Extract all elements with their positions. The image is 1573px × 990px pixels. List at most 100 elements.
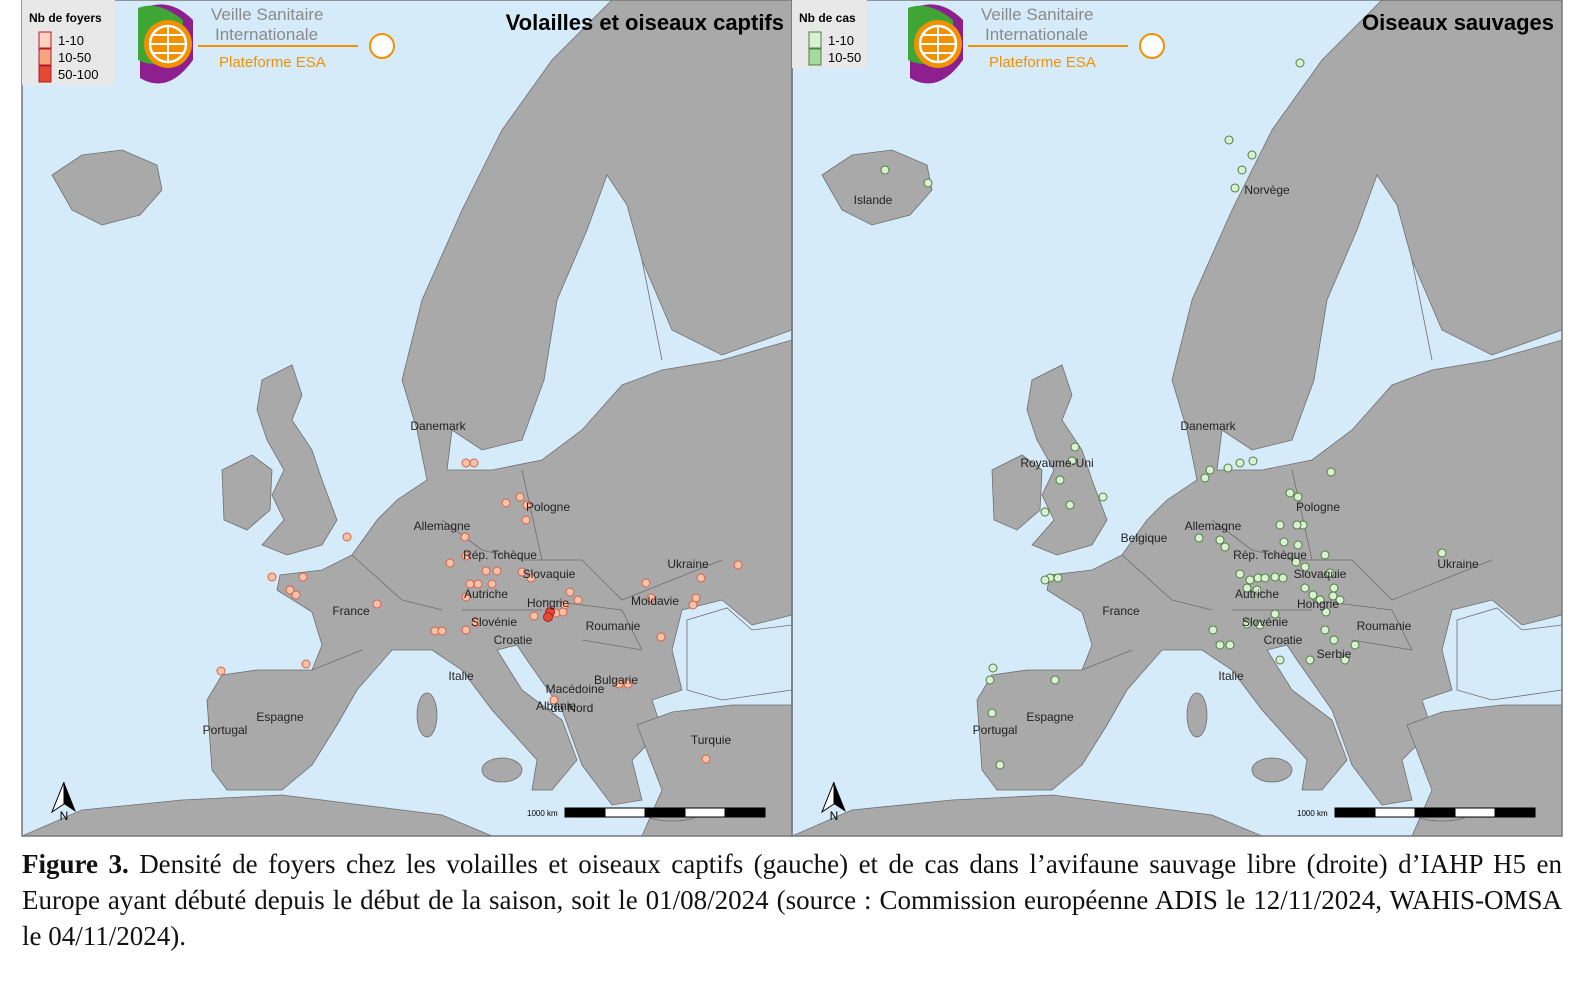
scale-segment bbox=[1494, 807, 1536, 818]
north-label: N bbox=[830, 809, 839, 823]
country-label: Danemark bbox=[410, 419, 466, 433]
legend-label: 10-50 bbox=[58, 50, 91, 65]
outbreak-dot bbox=[543, 612, 553, 622]
case-dot bbox=[1275, 520, 1285, 530]
country-label: France bbox=[1102, 604, 1140, 618]
legend-swatch bbox=[808, 31, 822, 49]
logo-text: Plateforme ESA bbox=[989, 54, 1096, 71]
caption: Figure 3. Densité de foyers chez les vol… bbox=[22, 846, 1562, 954]
panel-frame bbox=[791, 0, 1563, 837]
outbreak-dot bbox=[646, 593, 656, 603]
scale-segment bbox=[684, 807, 726, 818]
case-dot bbox=[985, 675, 995, 685]
country-label: Ukraine bbox=[667, 557, 709, 571]
maps: Volailles et oiseaux captifs Nb de foyers… bbox=[21, 0, 1563, 837]
country-label: Turquie bbox=[691, 733, 732, 747]
outbreak-dot bbox=[342, 532, 352, 542]
case-dot bbox=[1285, 488, 1295, 498]
logo-text: Veille Sanitaire bbox=[211, 5, 323, 24]
case-dot bbox=[1205, 465, 1215, 475]
country-label: Bulgarie bbox=[594, 673, 638, 687]
outbreak-dot bbox=[298, 572, 308, 582]
outbreak-dot bbox=[501, 498, 511, 508]
country-label: Italie bbox=[1218, 669, 1244, 683]
country-label: Croatie bbox=[494, 633, 533, 647]
outbreak-dot bbox=[522, 500, 532, 510]
case-dot bbox=[1235, 569, 1245, 579]
country-label: Allemagne bbox=[414, 519, 471, 533]
case-dot bbox=[1279, 537, 1289, 547]
legend-swatch bbox=[38, 31, 52, 49]
outbreak-dot bbox=[216, 666, 226, 676]
outbreak-dot bbox=[492, 566, 502, 576]
north-arrow bbox=[64, 782, 76, 812]
case-dot bbox=[1248, 456, 1258, 466]
outbreak-dot bbox=[469, 458, 479, 468]
outbreak-dot bbox=[614, 679, 624, 689]
country-label: Hongrie bbox=[527, 596, 569, 610]
outbreak-dot bbox=[461, 592, 471, 602]
outbreak-dot bbox=[372, 599, 382, 609]
country-label: Royaume-Uni bbox=[1020, 456, 1093, 470]
country-label: Belgique bbox=[1121, 531, 1168, 545]
outbreak-dot bbox=[623, 679, 633, 689]
outbreak-dot bbox=[641, 578, 651, 588]
logo-text: Veille Sanitaire bbox=[981, 5, 1093, 24]
legend-label: 1-10 bbox=[58, 33, 84, 48]
country-label: Macédoine bbox=[546, 682, 605, 696]
country-label: Autriche bbox=[464, 587, 508, 601]
country-label: Serbie bbox=[1317, 647, 1352, 661]
scale-segment bbox=[564, 807, 606, 818]
case-dot bbox=[995, 760, 1005, 770]
case-dot bbox=[1300, 562, 1310, 572]
country-label: Portugal bbox=[203, 723, 248, 737]
legend-box bbox=[22, 0, 115, 85]
scale-label: 1000 km bbox=[1297, 809, 1328, 818]
legend-swatch bbox=[808, 48, 822, 66]
panel-title: Volailles et oiseaux captifs bbox=[506, 10, 784, 35]
case-dot bbox=[1242, 583, 1252, 593]
case-dot bbox=[1320, 550, 1330, 560]
case-dot bbox=[1055, 475, 1065, 485]
case-dot bbox=[1308, 590, 1318, 600]
outbreak-dot bbox=[701, 754, 711, 764]
case-dot bbox=[1315, 595, 1325, 605]
case-dot bbox=[1305, 655, 1315, 665]
country-label: Pologne bbox=[1296, 500, 1340, 514]
legend-swatch bbox=[38, 65, 52, 83]
scale-label: 1000 km bbox=[527, 809, 558, 818]
scale-segment bbox=[724, 807, 766, 818]
country-label: Autriche bbox=[1235, 587, 1279, 601]
logo-globe-lines bbox=[920, 26, 956, 62]
annotations: Volailles et oiseaux captifs Nb de foyers… bbox=[22, 0, 1554, 823]
outbreak-dot bbox=[471, 618, 481, 628]
outbreak-dot bbox=[487, 579, 497, 589]
country-label: Slovaquie bbox=[1294, 567, 1347, 581]
country-label: Slovaquie bbox=[523, 567, 576, 581]
legend-box bbox=[792, 0, 867, 68]
logo-text: Plateforme ESA bbox=[219, 54, 326, 71]
case-dot bbox=[1270, 609, 1280, 619]
case-dot bbox=[1328, 591, 1338, 601]
case-dot bbox=[1260, 573, 1270, 583]
logo-text: Internationale bbox=[215, 25, 318, 44]
country-label: Hongrie bbox=[1297, 597, 1339, 611]
case-dot bbox=[1329, 635, 1339, 645]
case-dot bbox=[1065, 500, 1075, 510]
country-label: Roumanie bbox=[1357, 619, 1412, 633]
caption-label: Figure 3. bbox=[22, 849, 129, 879]
case-dot bbox=[1067, 456, 1077, 466]
case-dot bbox=[1320, 625, 1330, 635]
case-dot bbox=[1220, 542, 1230, 552]
case-dot bbox=[1230, 183, 1240, 193]
outbreak-dot bbox=[656, 632, 666, 642]
country-label: Italie bbox=[448, 669, 474, 683]
country-label: Allemagne bbox=[1185, 519, 1242, 533]
case-dot bbox=[1245, 575, 1255, 585]
caption-text: Densité de foyers chez les volailles et … bbox=[22, 849, 1562, 951]
outbreak-dot bbox=[515, 492, 525, 502]
case-dot bbox=[1437, 548, 1447, 558]
case-dot bbox=[1300, 583, 1310, 593]
scale-segment bbox=[1454, 807, 1496, 818]
outbreak-dot bbox=[521, 515, 531, 525]
